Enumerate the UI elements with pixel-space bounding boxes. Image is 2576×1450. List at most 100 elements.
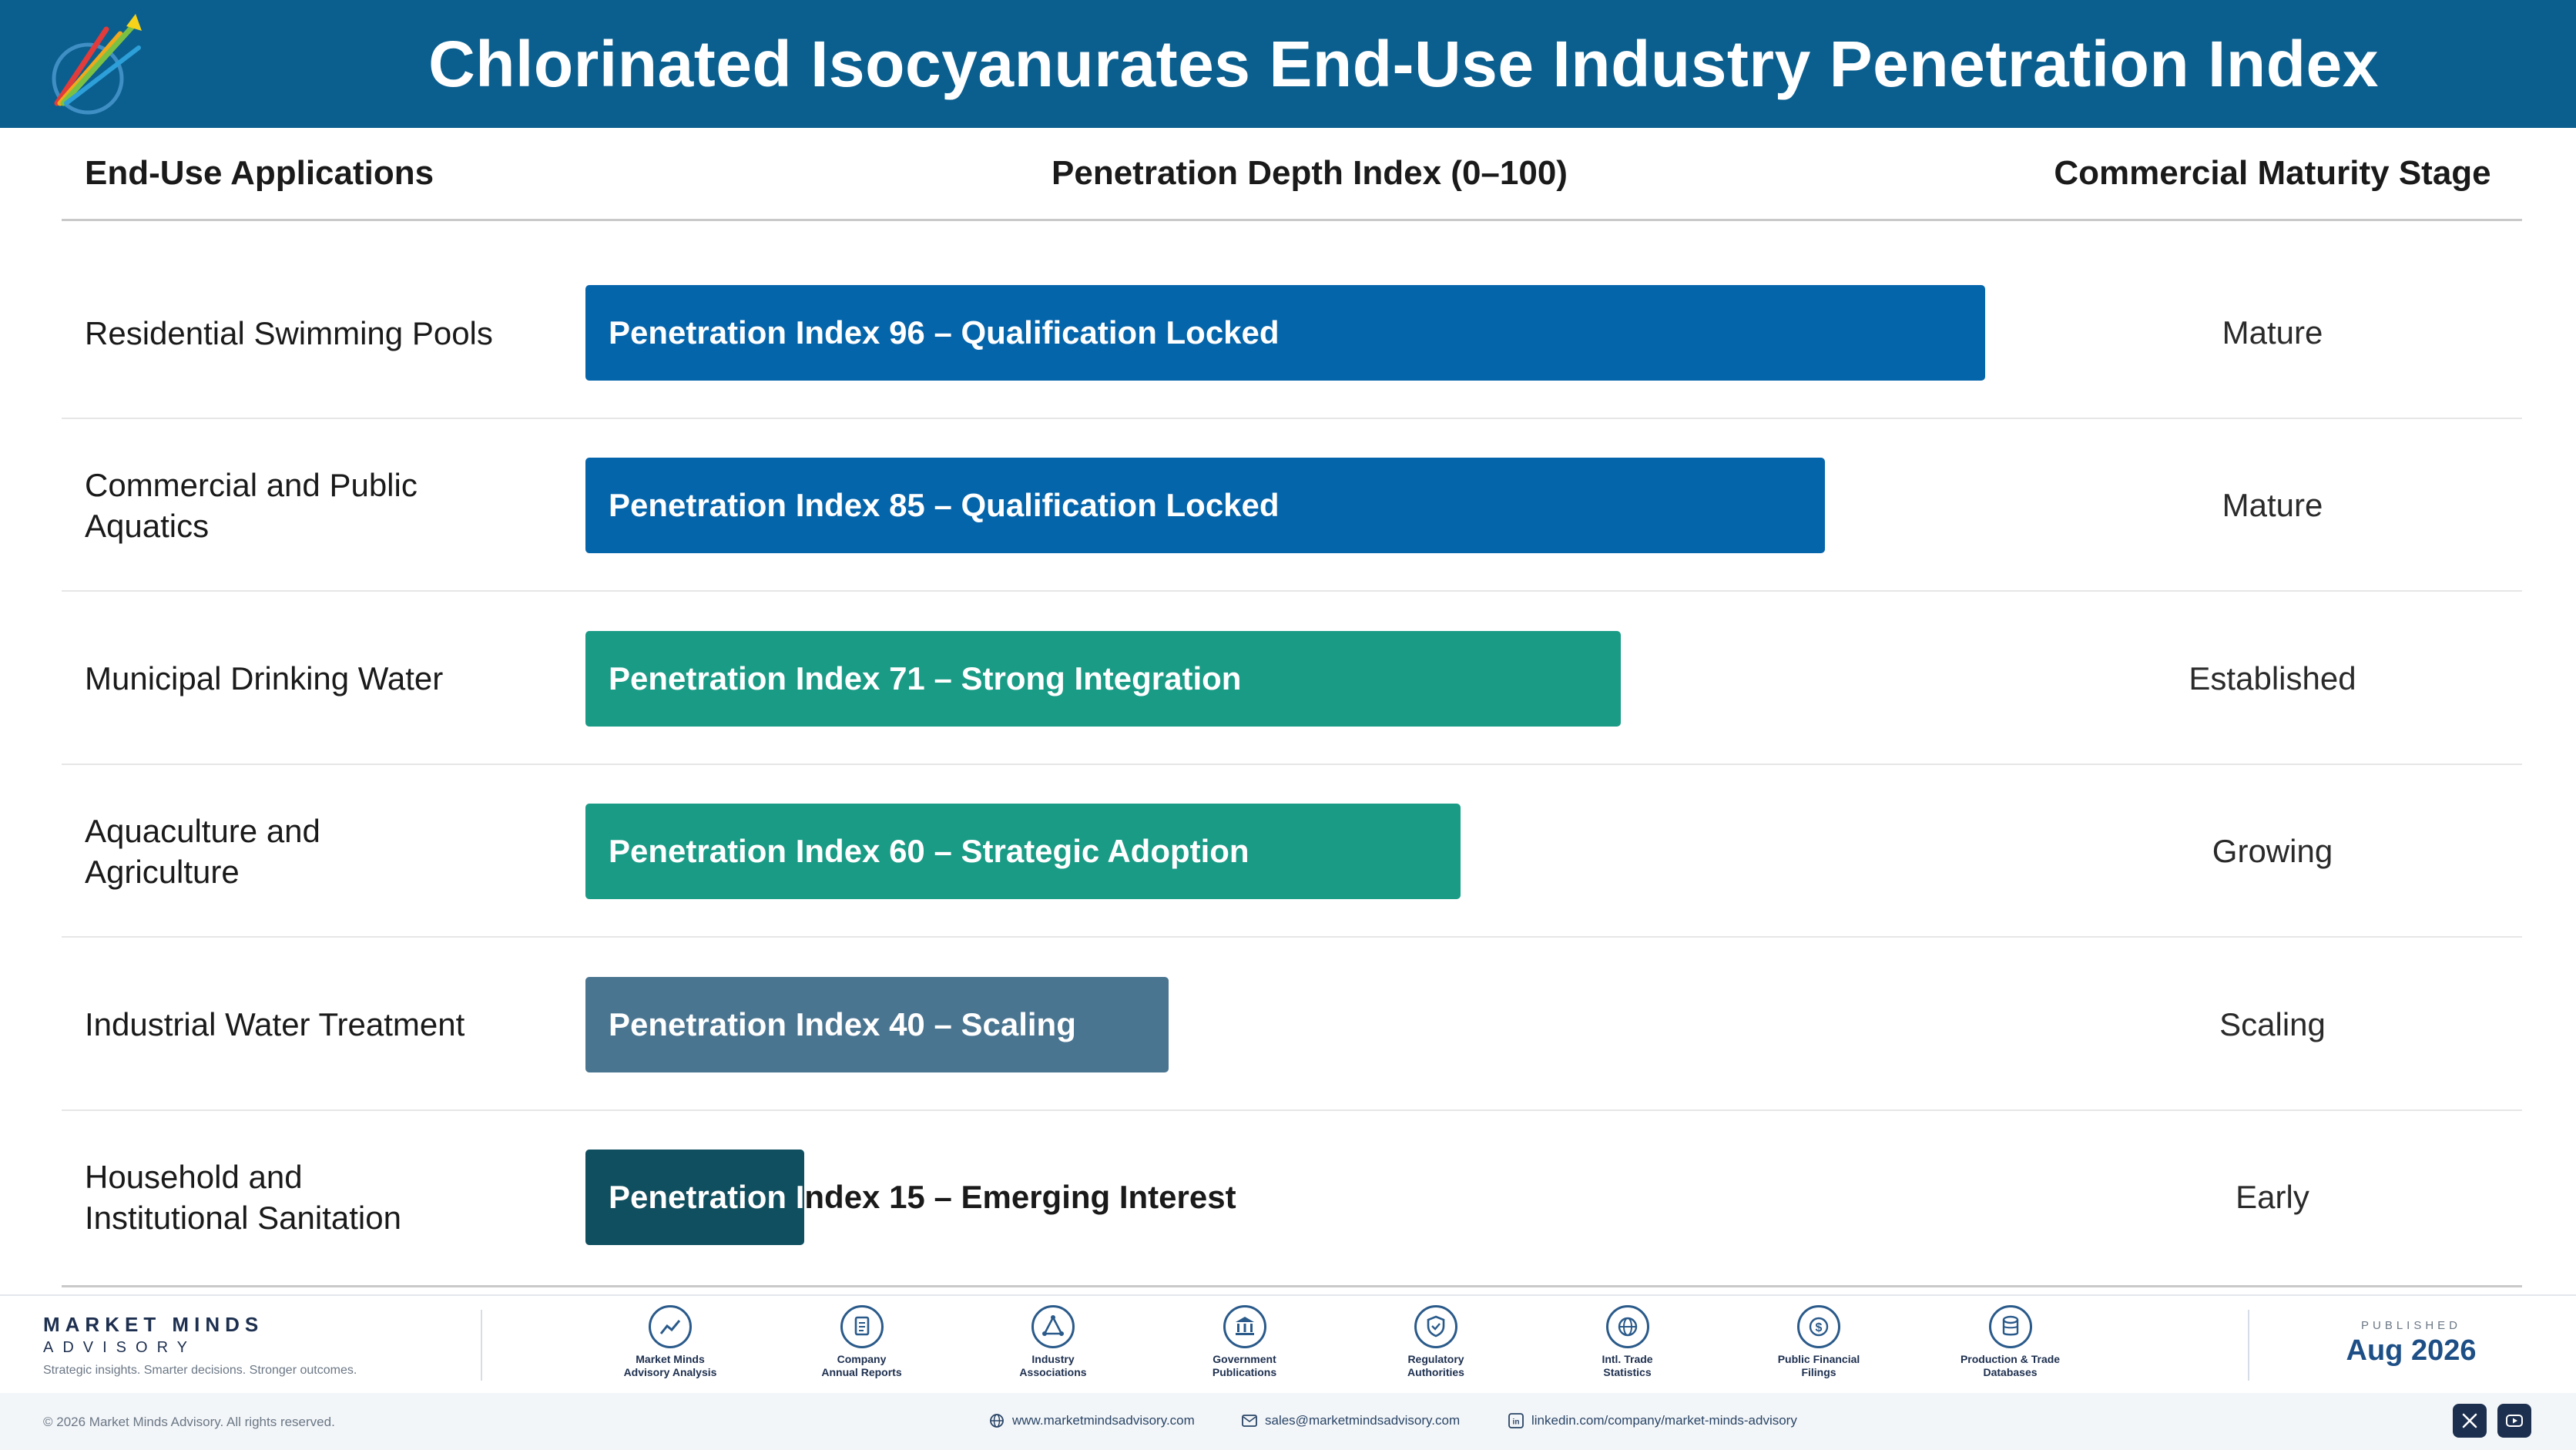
source-label-line1: Intl. Trade xyxy=(1602,1353,1653,1365)
network-icon xyxy=(1042,1315,1064,1336)
index-bar xyxy=(585,458,1826,554)
document-icon xyxy=(854,1316,869,1336)
source-item: Intl. Trade Statistics xyxy=(1551,1305,1705,1379)
source-item: Market Minds Advisory Analysis xyxy=(593,1305,747,1379)
category-label-line: Industrial Water Treatment xyxy=(85,1006,465,1043)
footer-sources-strip: MARKET MINDS ADVISORY Strategic insights… xyxy=(0,1294,2576,1393)
column-header-index: Penetration Depth Index (0–100) xyxy=(1052,154,1568,192)
row-divider xyxy=(62,936,2522,938)
source-label-line2: Advisory Analysis xyxy=(623,1366,717,1378)
category-label-line: Household and xyxy=(85,1159,303,1195)
category-label: Household and Institutional Sanitation xyxy=(85,1111,562,1284)
source-label: Company Annual Reports xyxy=(785,1353,939,1379)
footer-divider-right xyxy=(2248,1310,2249,1381)
source-label-line1: Industry xyxy=(1031,1353,1075,1365)
category-label: Aquaculture and Agriculture xyxy=(85,765,562,938)
chart-row: Industrial Water Treatment Penetration In… xyxy=(62,938,2522,1111)
source-item: Production & Trade Databases xyxy=(1934,1305,2088,1379)
source-item: Regulatory Authorities xyxy=(1359,1305,1513,1379)
maturity-stage: Established xyxy=(2189,660,2356,696)
x-logo-icon xyxy=(2462,1413,2477,1428)
header-divider xyxy=(62,219,2522,221)
source-label-line1: Production & Trade xyxy=(1960,1353,2061,1365)
chart-row: Municipal Drinking Water Penetration Inde… xyxy=(62,592,2522,765)
website-link[interactable]: www.marketmindsadvisory.com xyxy=(989,1413,1195,1428)
source-label-line2: Statistics xyxy=(1603,1366,1652,1378)
index-bar xyxy=(585,285,1986,381)
globe-icon xyxy=(1618,1317,1637,1337)
copyright-text: © 2026 Market Minds Advisory. All rights… xyxy=(43,1415,335,1429)
source-label: Regulatory Authorities xyxy=(1359,1353,1513,1379)
category-label-line: Aquatics xyxy=(85,508,210,545)
bar-data-label: Penetration Index 15 – Emerging Interest xyxy=(609,1179,1236,1215)
source-label-line2: Databases xyxy=(1983,1366,2038,1378)
source-label-line1: Regulatory xyxy=(1407,1353,1464,1365)
bar-data-label: Penetration Index 96 – Qualification Loc… xyxy=(609,314,1280,351)
source-label: Industry Associations xyxy=(976,1353,1130,1379)
row-divider xyxy=(62,590,2522,592)
source-label-line1: Government xyxy=(1213,1353,1276,1365)
email-text: sales@marketmindsadvisory.com xyxy=(1265,1413,1461,1428)
source-icon-circle: $ xyxy=(1797,1305,1840,1348)
category-label: Municipal Drinking Water xyxy=(85,592,562,765)
brand-logo-icon xyxy=(52,14,142,115)
source-label: Production & Trade Databases xyxy=(1934,1353,2088,1379)
source-icon-circle xyxy=(1414,1305,1457,1348)
category-label-line: Aquaculture and xyxy=(85,813,320,850)
bar-data-label: Penetration Index 40 – Scaling xyxy=(609,1005,1076,1042)
chart-line-icon xyxy=(659,1320,681,1334)
page-title: Chlorinated Isocyanurates End-Use Indust… xyxy=(428,27,2379,100)
database-icon xyxy=(2002,1315,2018,1336)
linkedin-link[interactable]: in linkedin.com/company/market-minds-adv… xyxy=(1508,1413,1797,1428)
email-link[interactable]: sales@marketmindsadvisory.com xyxy=(1242,1413,1460,1428)
category-label: Industrial Water Treatment xyxy=(85,938,562,1111)
category-label-line: Residential Swimming Pools xyxy=(85,314,493,351)
column-header-applications: End-Use Applications xyxy=(85,154,434,192)
published-date: Aug 2026 xyxy=(2346,1334,2477,1367)
source-icon-circle xyxy=(1605,1305,1649,1348)
chart-bottom-divider xyxy=(62,1285,2522,1287)
header-banner: Chlorinated Isocyanurates End-Use Indust… xyxy=(0,0,2576,128)
bar-data-label: Penetration Index 60 – Strategic Adoptio… xyxy=(609,833,1249,870)
source-icon-circle xyxy=(1988,1305,2032,1348)
brand-tagline: Strategic insights. Smarter decisions. S… xyxy=(43,1364,357,1377)
index-bar xyxy=(585,976,1169,1072)
source-icon-circle xyxy=(649,1305,692,1348)
chart-row: Residential Swimming Pools Penetration In… xyxy=(62,247,2522,419)
youtube-social-button[interactable] xyxy=(2497,1404,2531,1438)
index-bar xyxy=(585,804,1461,900)
row-divider xyxy=(62,1109,2522,1111)
youtube-icon xyxy=(2506,1415,2523,1427)
maturity-stage: Mature xyxy=(2222,314,2323,351)
source-item: Industry Associations xyxy=(976,1305,1130,1379)
index-bar xyxy=(585,1150,804,1245)
source-label-line1: Market Minds xyxy=(636,1353,705,1365)
maturity-stage: Scaling xyxy=(2219,1005,2326,1042)
website-text: www.marketmindsadvisory.com xyxy=(1012,1413,1195,1428)
svg-text:in: in xyxy=(1513,1418,1520,1427)
x-social-button[interactable] xyxy=(2453,1404,2487,1438)
published-label: PUBLISHED xyxy=(2360,1319,2462,1332)
index-bar xyxy=(585,630,1622,727)
source-item: Government Publications xyxy=(1168,1305,1322,1379)
source-item: $ Public Financial Filings xyxy=(1742,1305,1896,1379)
source-label-line2: Authorities xyxy=(1407,1366,1464,1378)
maturity-stage: Mature xyxy=(2222,487,2323,524)
maturity-stage: Early xyxy=(2236,1179,2309,1215)
brand-name: MARKET MINDS xyxy=(43,1313,264,1336)
chart-row: Aquaculture and Agriculture Penetration In… xyxy=(62,765,2522,938)
maturity-stage: Growing xyxy=(2212,833,2333,870)
source-label-line1: Company xyxy=(837,1353,887,1365)
source-label: Public Financial Filings xyxy=(1742,1353,1896,1379)
source-label: Intl. Trade Statistics xyxy=(1551,1353,1705,1379)
category-label: Commercial and Public Aquatics xyxy=(85,419,562,592)
linkedin-text: linkedin.com/company/market-minds-adviso… xyxy=(1531,1413,1797,1428)
source-label-line2: Publications xyxy=(1212,1366,1277,1378)
category-label: Residential Swimming Pools xyxy=(85,247,562,419)
chart-row: Household and Institutional Sanitation Pen… xyxy=(62,1111,2522,1284)
category-label-line: Municipal Drinking Water xyxy=(85,660,444,697)
mail-icon xyxy=(1242,1415,1257,1427)
chart-row: Commercial and Public Aquatics Penetration… xyxy=(62,419,2522,592)
source-item: Company Annual Reports xyxy=(785,1305,939,1379)
category-label-line: Agriculture xyxy=(85,854,240,891)
